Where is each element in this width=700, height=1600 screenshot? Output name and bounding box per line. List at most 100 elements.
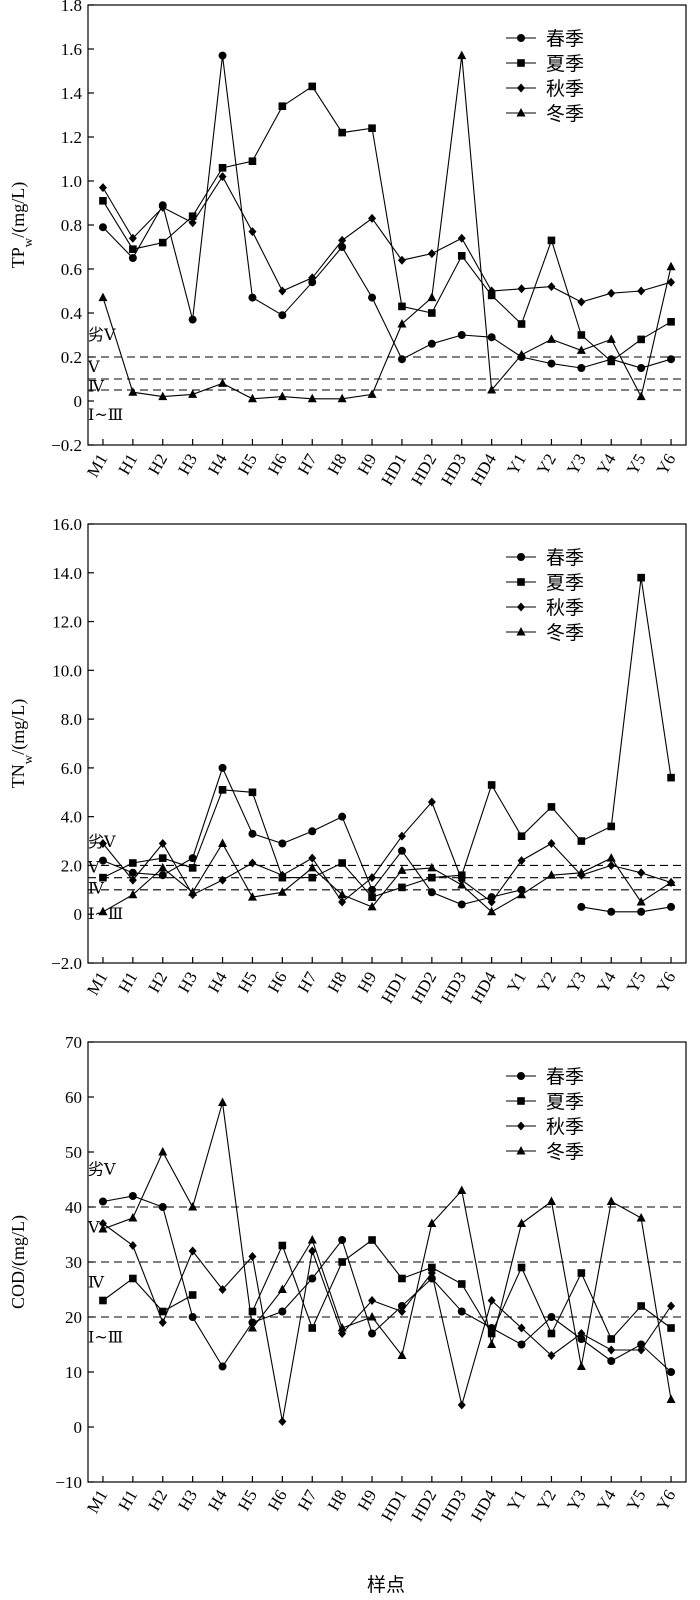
marker-diamond <box>98 838 107 848</box>
marker-square <box>278 1241 287 1250</box>
marker-circle <box>98 856 107 865</box>
series-line <box>102 1223 672 1422</box>
marker-triangle <box>158 862 168 872</box>
marker-diamond <box>338 897 347 907</box>
marker-triangle <box>487 385 497 394</box>
marker-circle <box>98 1197 107 1206</box>
marker-square <box>517 320 526 328</box>
x-tick-label: H7 <box>294 968 321 996</box>
y-tick-label: 6.0 <box>61 759 82 778</box>
y-tick-label: 20 <box>65 1308 82 1327</box>
marker-circle <box>158 1203 167 1211</box>
x-tick-label: HD2 <box>407 969 440 1007</box>
plot-frame <box>87 523 687 964</box>
x-tick-label: Y6 <box>653 451 680 478</box>
marker-diamond <box>158 838 167 848</box>
x-tick-label: H4 <box>204 968 231 996</box>
series-line <box>102 1102 672 1400</box>
legend-label: 春季 <box>546 1066 584 1088</box>
marker-triangle <box>517 1218 527 1227</box>
x-tick-label: H5 <box>234 1487 261 1514</box>
marker-diamond <box>457 1400 466 1410</box>
series-1 <box>98 1192 676 1376</box>
marker-square <box>517 1263 526 1272</box>
x-tick-label: H9 <box>354 1487 381 1514</box>
marker-diamond <box>517 284 526 294</box>
marker-triangle <box>337 1323 347 1332</box>
marker-triangle <box>367 901 377 911</box>
marker-triangle <box>516 108 526 117</box>
marker-square <box>129 1274 137 1283</box>
marker-circle <box>667 355 676 364</box>
marker-triangle <box>98 906 108 916</box>
series-3 <box>98 172 676 307</box>
marker-triangle <box>307 1235 317 1244</box>
marker-square <box>308 873 317 882</box>
y-axis-title: COD/(mg/L) <box>8 1215 29 1309</box>
y-axis-title-sub: w <box>20 237 35 247</box>
marker-triangle <box>457 1185 467 1194</box>
x-tick-label: Y2 <box>533 451 560 478</box>
y-axis-title-sub: w <box>20 754 35 764</box>
y-tick-label: 40 <box>65 1198 82 1217</box>
marker-circle <box>637 364 646 372</box>
x-tick-label: H1 <box>114 451 141 478</box>
x-tick-label: HD3 <box>437 1487 470 1525</box>
marker-square <box>308 1324 317 1332</box>
series-line <box>581 906 672 913</box>
y-tick-label: 10.0 <box>52 661 82 680</box>
marker-square <box>248 1307 257 1316</box>
x-tick-label: HD1 <box>377 969 410 1007</box>
marker-diamond <box>128 1241 137 1250</box>
marker-square <box>99 197 107 205</box>
legend-label: 冬季 <box>546 103 584 125</box>
marker-circle <box>607 1357 616 1365</box>
marker-diamond <box>248 1252 257 1261</box>
marker-square <box>368 893 376 901</box>
series-2 <box>99 82 675 366</box>
x-tick-label: HD2 <box>407 1487 440 1525</box>
zone-label: Ⅴ <box>87 357 100 376</box>
marker-square <box>428 873 436 882</box>
marker-diamond <box>278 1417 287 1426</box>
marker-square <box>547 803 556 811</box>
y-tick-label: 1.8 <box>61 0 82 15</box>
marker-diamond <box>218 1285 227 1294</box>
x-tick-label: M1 <box>83 1487 111 1517</box>
x-tick-label: H8 <box>324 1487 351 1514</box>
y-tick-label: −10 <box>55 1473 82 1492</box>
marker-triangle <box>367 1312 377 1321</box>
marker-diamond <box>338 235 347 245</box>
y-axis-title: TNw/(mg/L) <box>8 699 35 788</box>
y-tick-label: 1.4 <box>61 84 83 103</box>
x-tick-label: H7 <box>294 450 321 478</box>
marker-triangle <box>98 1224 108 1233</box>
marker-circle <box>667 902 676 911</box>
marker-diamond <box>547 1351 556 1360</box>
marker-circle <box>248 829 257 838</box>
x-tick-label: H6 <box>264 451 291 478</box>
marker-triangle <box>128 1213 138 1222</box>
marker-diamond <box>218 172 227 182</box>
zone-label: Ⅳ <box>88 878 105 897</box>
x-tick-label: Y1 <box>503 969 530 996</box>
marker-diamond <box>98 1219 107 1228</box>
marker-diamond <box>368 213 377 223</box>
legend-label: 春季 <box>546 547 584 569</box>
marker-triangle <box>576 1361 586 1370</box>
marker-diamond <box>547 838 556 848</box>
marker-circle <box>278 839 287 848</box>
y-tick-label: 70 <box>65 1033 82 1052</box>
y-axis-title-unit: /(mg/L) <box>8 1215 29 1271</box>
marker-diamond <box>517 1121 525 1131</box>
marker-diamond <box>517 602 525 612</box>
series-line <box>102 766 522 906</box>
marker-square <box>517 578 525 586</box>
marker-diamond <box>487 897 496 907</box>
series-2 <box>99 1236 675 1343</box>
y-axis-title-main: TP <box>8 247 28 268</box>
marker-square <box>368 124 376 132</box>
marker-diamond <box>607 1345 616 1355</box>
